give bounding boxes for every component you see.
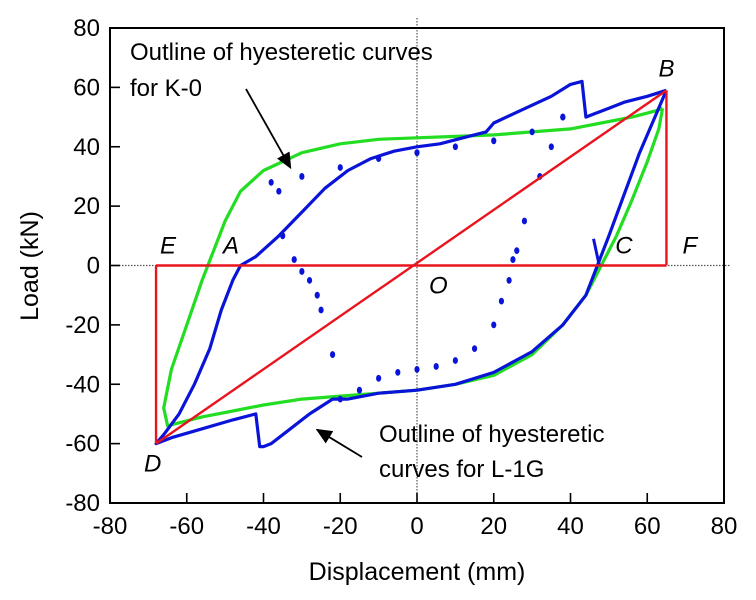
x-axis-title: Displacement (mm) xyxy=(309,558,526,586)
inner-loop-dot xyxy=(395,368,401,376)
y-tick-label: 60 xyxy=(73,74,100,101)
inner-loop-dot xyxy=(337,395,343,403)
inner-loop-dot xyxy=(299,173,305,180)
point-label-A: A xyxy=(221,233,239,260)
k0-annotation-arrow xyxy=(245,88,292,170)
l1g-outline-curve xyxy=(154,79,668,449)
inner-loop-dot xyxy=(491,321,497,329)
y-tick-label: -20 xyxy=(65,312,100,339)
x-tick-label: 80 xyxy=(711,513,738,540)
inner-loop-dot xyxy=(318,306,324,314)
inner-loop-dot xyxy=(356,386,363,394)
k0-annotation-line: for K-0 xyxy=(130,75,202,102)
point-label-O: O xyxy=(429,273,448,300)
x-tick-label: 40 xyxy=(557,513,584,540)
inner-loop-dot xyxy=(291,256,297,263)
inner-loop-dot xyxy=(306,276,313,284)
inner-loop-dot xyxy=(491,137,497,145)
l1g-annotation-arrow xyxy=(315,428,363,458)
y-tick-label: 80 xyxy=(73,15,100,42)
y-tick-label: -80 xyxy=(65,490,100,517)
x-tick-label: 0 xyxy=(410,513,423,540)
y-tick-label: 40 xyxy=(73,134,100,161)
point-label-E: E xyxy=(160,233,177,260)
x-tick-label: -60 xyxy=(169,513,204,540)
point-label-D: D xyxy=(144,451,161,478)
point-label-C: C xyxy=(615,233,633,260)
inner-loop-dot xyxy=(280,232,286,240)
annotations: Outline of hyesteretic curves for K-0 Outl… xyxy=(130,39,604,483)
point-labels: A B C D E F O xyxy=(144,55,698,477)
inner-loop-dot xyxy=(299,268,305,275)
inner-loop-dot xyxy=(452,357,458,364)
inner-loop-dot xyxy=(414,366,420,373)
y-axis-title: Load (kN) xyxy=(16,211,44,321)
point-label-B: B xyxy=(658,55,674,82)
inner-loop-dot xyxy=(276,187,282,195)
inner-loop-dot xyxy=(314,291,320,299)
inner-loop-dot xyxy=(506,276,512,284)
inner-loop-dot xyxy=(510,256,516,263)
x-tick-label: -80 xyxy=(93,513,128,540)
tick-labels: -80 -60 -40 -20 0 20 40 60 80 -80 -60 -40 -20 0 20 40 60… xyxy=(65,15,737,540)
inner-loop-dot xyxy=(414,149,420,157)
x-tick-label: -20 xyxy=(323,513,358,540)
x-tick-label: 20 xyxy=(480,513,507,540)
inner-loop-dot xyxy=(471,345,478,353)
inner-loop-dot xyxy=(521,217,528,225)
axis-ticks xyxy=(110,86,649,503)
inner-loop-dot xyxy=(529,128,535,136)
x-tick-label: 60 xyxy=(634,513,661,540)
y-tick-label: 20 xyxy=(73,193,100,220)
l1g-spike-near-c xyxy=(592,238,601,266)
point-label-F: F xyxy=(682,233,698,260)
l1g-annotation-line: curves for L-1G xyxy=(379,456,544,483)
inner-loop-dot xyxy=(560,113,566,121)
l1g-annotation-line: Outline of hyesteretic xyxy=(379,421,604,448)
inner-loop-dot xyxy=(337,164,343,171)
y-tick-label: -40 xyxy=(65,371,100,398)
inner-loop-dot xyxy=(376,155,382,163)
k0-annotation-line: Outline of hyesteretic curves xyxy=(130,39,433,66)
y-tick-label: 0 xyxy=(87,253,100,280)
x-tick-label: -40 xyxy=(246,513,281,540)
construction-lines xyxy=(154,89,668,445)
inner-loop-dot xyxy=(514,247,520,255)
inner-loop-dot xyxy=(452,143,458,151)
inner-loop-dot xyxy=(329,351,336,358)
inner-loop-dot xyxy=(548,143,554,151)
inner-loop-dot xyxy=(268,178,274,186)
inner-loop-dot xyxy=(433,363,439,370)
y-tick-label: -60 xyxy=(65,431,100,458)
construction-line-DB xyxy=(155,89,668,445)
inner-loop-dot xyxy=(498,297,505,305)
series-layer xyxy=(154,79,668,449)
inner-loop-dot xyxy=(376,374,382,382)
